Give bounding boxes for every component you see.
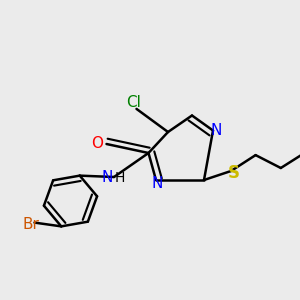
Text: S: S — [228, 164, 240, 182]
Text: Br: Br — [22, 217, 39, 232]
Text: N: N — [152, 176, 163, 191]
Text: H: H — [114, 172, 124, 185]
Text: Cl: Cl — [126, 95, 141, 110]
Text: N: N — [102, 169, 113, 184]
Text: O: O — [92, 136, 104, 152]
Text: N: N — [211, 123, 222, 138]
